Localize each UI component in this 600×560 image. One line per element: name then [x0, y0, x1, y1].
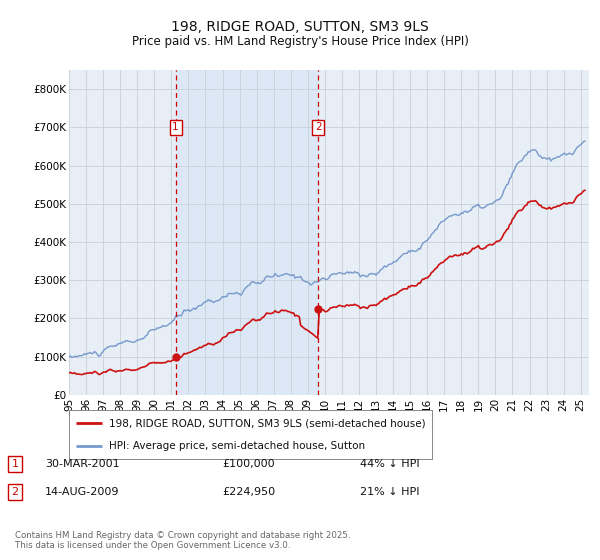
- Text: 1: 1: [172, 122, 179, 132]
- Text: 2: 2: [315, 122, 322, 132]
- Text: Price paid vs. HM Land Registry's House Price Index (HPI): Price paid vs. HM Land Registry's House …: [131, 35, 469, 48]
- Text: 198, RIDGE ROAD, SUTTON, SM3 9LS (semi-detached house): 198, RIDGE ROAD, SUTTON, SM3 9LS (semi-d…: [109, 418, 425, 428]
- Text: 44% ↓ HPI: 44% ↓ HPI: [360, 459, 419, 469]
- Text: HPI: Average price, semi-detached house, Sutton: HPI: Average price, semi-detached house,…: [109, 441, 365, 451]
- Text: Contains HM Land Registry data © Crown copyright and database right 2025.
This d: Contains HM Land Registry data © Crown c…: [15, 531, 350, 550]
- Text: 14-AUG-2009: 14-AUG-2009: [45, 487, 119, 497]
- Bar: [176, 70, 319, 395]
- Text: £100,000: £100,000: [222, 459, 275, 469]
- Text: 21% ↓ HPI: 21% ↓ HPI: [360, 487, 419, 497]
- Text: 1: 1: [11, 459, 19, 469]
- Text: 198, RIDGE ROAD, SUTTON, SM3 9LS: 198, RIDGE ROAD, SUTTON, SM3 9LS: [171, 20, 429, 34]
- Text: 2: 2: [11, 487, 19, 497]
- Text: £224,950: £224,950: [222, 487, 275, 497]
- Text: 30-MAR-2001: 30-MAR-2001: [45, 459, 119, 469]
